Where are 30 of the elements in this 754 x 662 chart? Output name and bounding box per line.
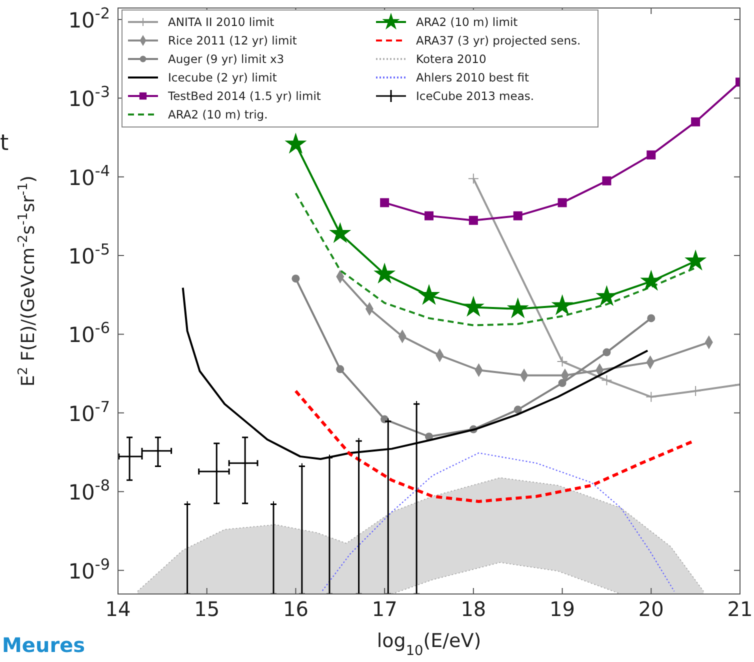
y-tick-label: 10$^{-8}$ — [68, 476, 110, 505]
x-tick-label: 16 — [282, 597, 308, 621]
x-tick-label: 21 — [727, 597, 753, 621]
text: Meures — [2, 633, 86, 657]
text: t — [0, 131, 9, 156]
x-tick-label: 20 — [638, 597, 664, 621]
y-tick-label: 10$^{-2}$ — [68, 4, 110, 32]
legend-label: Ahlers 2010 best fit — [416, 70, 530, 84]
legend-label: Icecube (2 yr) limit — [168, 70, 278, 84]
y-tick-label: 10$^{-6}$ — [68, 319, 110, 348]
x-tick-label: 15 — [194, 597, 220, 621]
x-tick-label: 18 — [460, 597, 486, 621]
legend-label: Kotera 2010 — [416, 52, 486, 66]
y-tick-label: 10$^{-3}$ — [68, 83, 110, 112]
legend-label: Rice 2011 (12 yr) limit — [168, 34, 298, 48]
legend-label: IceCube 2013 meas. — [416, 89, 534, 103]
x-tick-label: 17 — [372, 597, 398, 621]
legend-label: TestBed 2014 (1.5 yr) limit — [167, 89, 322, 103]
legend-label: ANITA II 2010 limit — [168, 15, 275, 29]
x-tick-label: 19 — [550, 597, 576, 621]
y-tick-label: 10$^{-7}$ — [68, 398, 110, 426]
legend-label: ARA2 (10 m) trig. — [168, 108, 268, 122]
x-tick-label: 14 — [105, 597, 131, 621]
y-tick-label: 10$^{-5}$ — [68, 240, 110, 269]
y-tick-label: 10$^{-4}$ — [68, 162, 110, 190]
legend-label: ARA37 (3 yr) projected sens. — [416, 34, 581, 48]
legend-label: Auger (9 yr) limit x3 — [168, 52, 284, 66]
y-tick-label: 10$^{-9}$ — [68, 555, 110, 584]
x-axis-title: log$_{10}$(E/eV) — [376, 630, 482, 659]
legend-label: ARA2 (10 m) limit — [416, 15, 518, 29]
